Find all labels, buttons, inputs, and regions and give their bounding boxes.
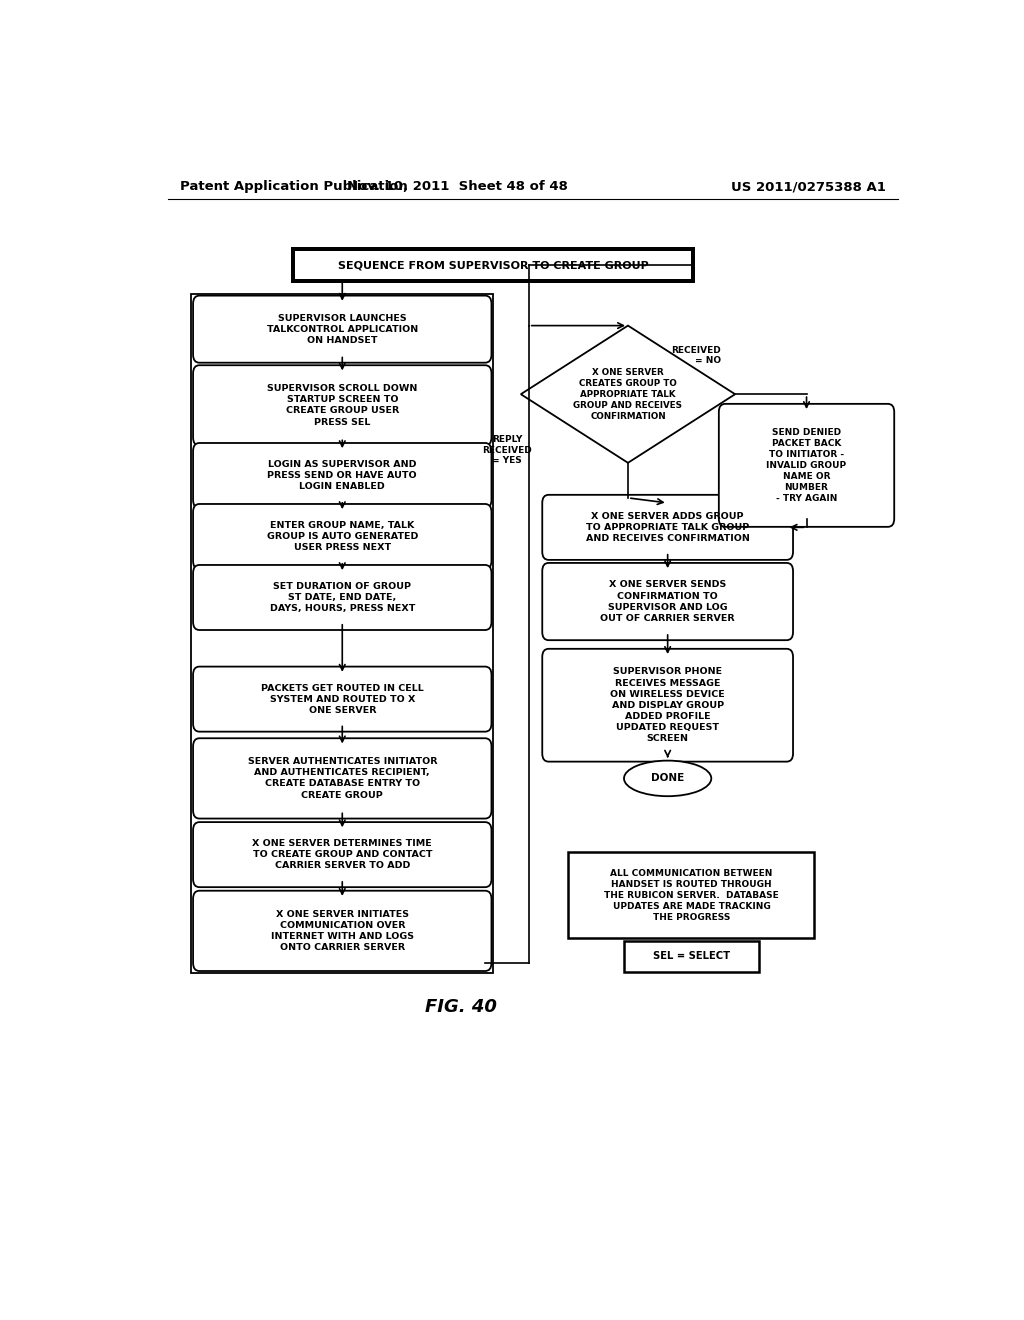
Text: REPLY
RECEIVED
= YES: REPLY RECEIVED = YES [482, 436, 532, 465]
Text: SEL = SELECT: SEL = SELECT [653, 952, 730, 961]
Text: SUPERVISOR PHONE
RECEIVES MESSAGE
ON WIRELESS DEVICE
AND DISPLAY GROUP
ADDED PRO: SUPERVISOR PHONE RECEIVES MESSAGE ON WIR… [610, 668, 725, 743]
FancyBboxPatch shape [543, 649, 793, 762]
Text: SERVER AUTHENTICATES INITIATOR
AND AUTHENTICATES RECIPIENT,
CREATE DATABASE ENTR: SERVER AUTHENTICATES INITIATOR AND AUTHE… [248, 758, 437, 800]
Text: PACKETS GET ROUTED IN CELL
SYSTEM AND ROUTED TO X
ONE SERVER: PACKETS GET ROUTED IN CELL SYSTEM AND RO… [261, 684, 424, 714]
FancyBboxPatch shape [194, 504, 492, 569]
Text: X ONE SERVER SENDS
CONFIRMATION TO
SUPERVISOR AND LOG
OUT OF CARRIER SERVER: X ONE SERVER SENDS CONFIRMATION TO SUPER… [600, 581, 735, 623]
Text: ALL COMMUNICATION BETWEEN
HANDSET IS ROUTED THROUGH
THE RUBICON SERVER.  DATABAS: ALL COMMUNICATION BETWEEN HANDSET IS ROU… [604, 869, 779, 921]
Text: SUPERVISOR SCROLL DOWN
STARTUP SCREEN TO
CREATE GROUP USER
PRESS SEL: SUPERVISOR SCROLL DOWN STARTUP SCREEN TO… [267, 384, 418, 426]
Bar [191, 293, 494, 973]
Text: SUPERVISOR LAUNCHES
TALKCONTROL APPLICATION
ON HANDSET: SUPERVISOR LAUNCHES TALKCONTROL APPLICAT… [266, 314, 418, 345]
Text: SET DURATION OF GROUP
ST DATE, END DATE,
DAYS, HOURS, PRESS NEXT: SET DURATION OF GROUP ST DATE, END DATE,… [269, 582, 415, 612]
FancyBboxPatch shape [543, 495, 793, 560]
FancyBboxPatch shape [194, 444, 492, 508]
FancyBboxPatch shape [194, 738, 492, 818]
FancyBboxPatch shape [719, 404, 894, 527]
Text: ENTER GROUP NAME, TALK
GROUP IS AUTO GENERATED
USER PRESS NEXT: ENTER GROUP NAME, TALK GROUP IS AUTO GEN… [266, 521, 418, 552]
Ellipse shape [624, 760, 712, 796]
Bar [295, 251, 691, 280]
Text: Nov. 10, 2011  Sheet 48 of 48: Nov. 10, 2011 Sheet 48 of 48 [347, 181, 567, 193]
FancyBboxPatch shape [194, 296, 492, 363]
Bar [568, 853, 814, 939]
Bar [292, 247, 694, 284]
Text: LOGIN AS SUPERVISOR AND
PRESS SEND OR HAVE AUTO
LOGIN ENABLED: LOGIN AS SUPERVISOR AND PRESS SEND OR HA… [267, 459, 417, 491]
FancyBboxPatch shape [543, 562, 793, 640]
FancyBboxPatch shape [194, 891, 492, 972]
Polygon shape [521, 326, 735, 463]
Text: RECEIVED
= NO: RECEIVED = NO [672, 346, 721, 366]
FancyBboxPatch shape [194, 565, 492, 630]
Text: SEQUENCE FROM SUPERVISOR TO CREATE GROUP: SEQUENCE FROM SUPERVISOR TO CREATE GROUP [338, 260, 648, 271]
Text: X ONE SERVER INITIATES
COMMUNICATION OVER
INTERNET WITH AND LOGS
ONTO CARRIER SE: X ONE SERVER INITIATES COMMUNICATION OVE… [270, 909, 414, 952]
FancyBboxPatch shape [194, 822, 492, 887]
Text: X ONE SERVER ADDS GROUP
TO APPROPRIATE TALK GROUP
AND RECEIVES CONFIRMATION: X ONE SERVER ADDS GROUP TO APPROPRIATE T… [586, 512, 750, 543]
Text: Patent Application Publication: Patent Application Publication [179, 181, 408, 193]
Text: US 2011/0275388 A1: US 2011/0275388 A1 [731, 181, 886, 193]
Text: FIG. 40: FIG. 40 [425, 998, 498, 1016]
Text: X ONE SERVER
CREATES GROUP TO
APPROPRIATE TALK
GROUP AND RECEIVES
CONFIRMATION: X ONE SERVER CREATES GROUP TO APPROPRIAT… [573, 367, 682, 421]
Text: DONE: DONE [651, 774, 684, 783]
Bar [624, 941, 759, 972]
Text: SEND DENIED
PACKET BACK
TO INITIATOR -
INVALID GROUP
NAME OR
NUMBER
- TRY AGAIN: SEND DENIED PACKET BACK TO INITIATOR - I… [767, 428, 847, 503]
FancyBboxPatch shape [194, 366, 492, 446]
FancyBboxPatch shape [194, 667, 492, 731]
Text: X ONE SERVER DETERMINES TIME
TO CREATE GROUP AND CONTACT
CARRIER SERVER TO ADD: X ONE SERVER DETERMINES TIME TO CREATE G… [252, 840, 432, 870]
